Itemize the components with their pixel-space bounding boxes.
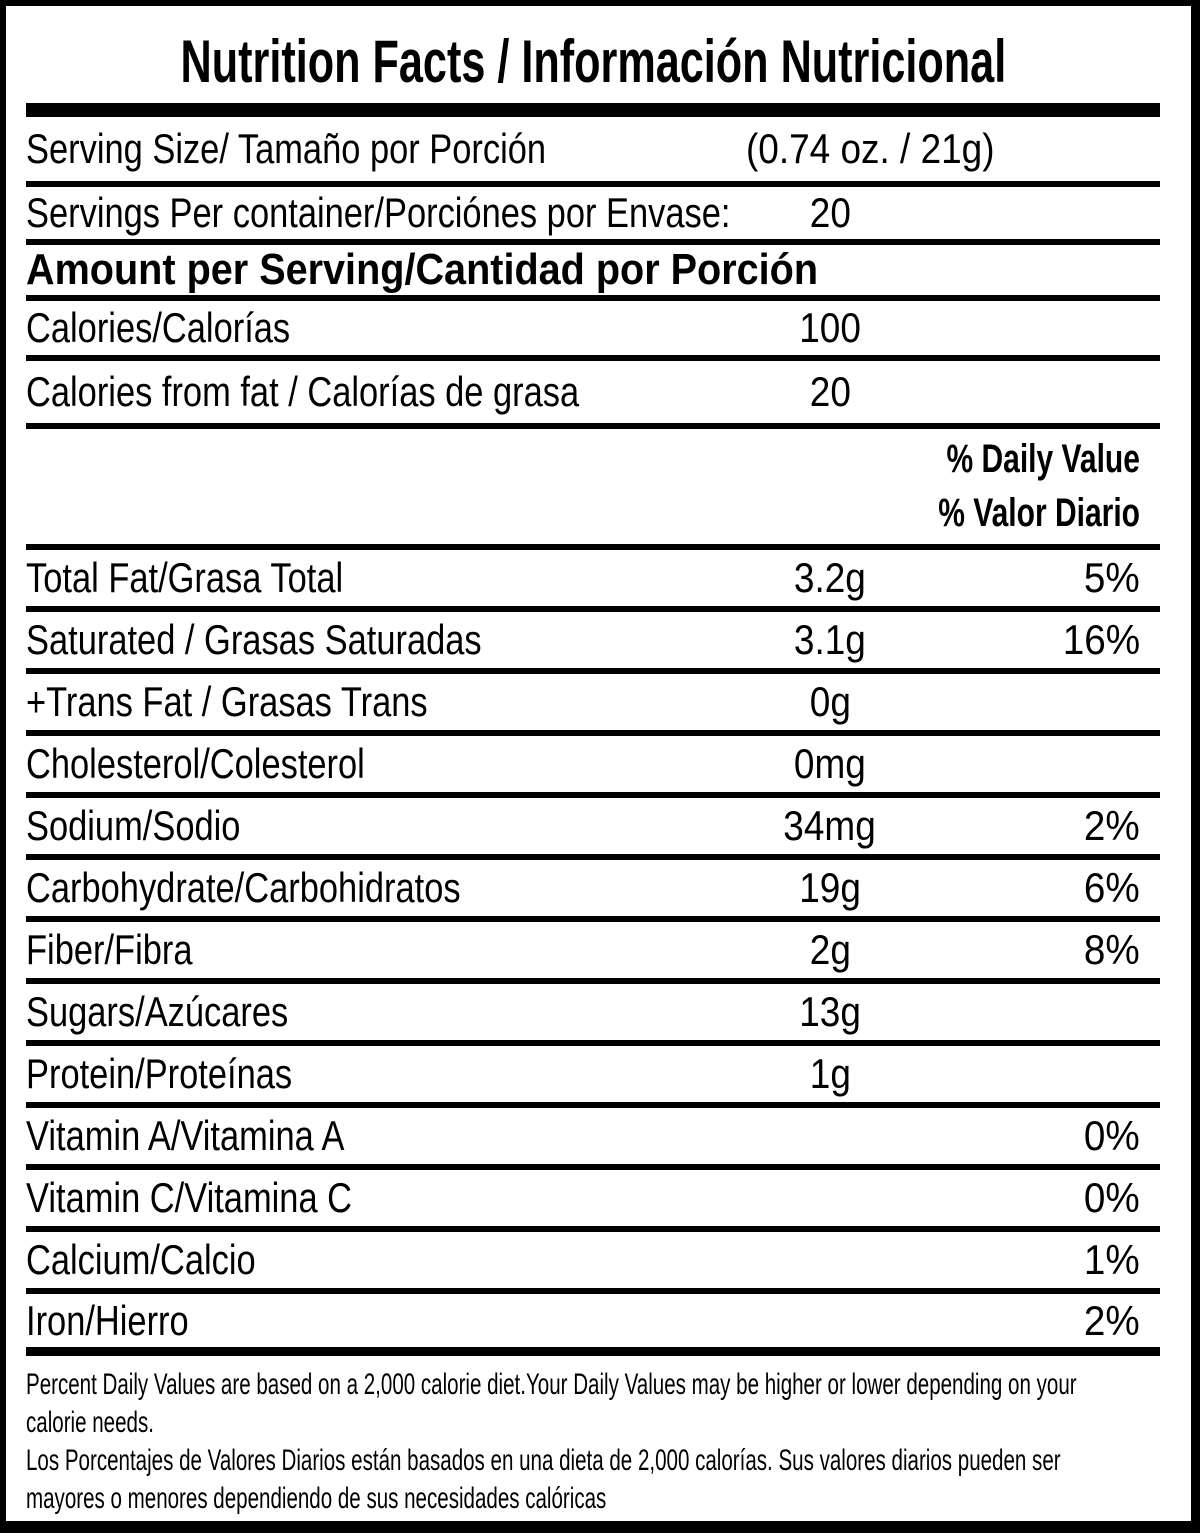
nutrient-amount: 0mg	[794, 740, 866, 787]
serving-size-label-cell: Serving Size/ Tamaño por Porción	[26, 125, 580, 173]
footnotes: Percent Daily Values are based on a 2,00…	[26, 1356, 1160, 1518]
nutrient-label: Saturated / Grasas Saturadas	[26, 616, 482, 663]
daily-value-header-es-row: % Valor Diario	[26, 486, 1160, 540]
amount-per-serving-heading: Amount per Serving/Cantidad por Porción	[26, 245, 819, 294]
nutrient-row-sugars: Sugars/Azúcares 13g	[26, 984, 1160, 1046]
daily-value-header-en: % Daily Value	[946, 436, 1140, 481]
nutrient-daily-value: 2%	[1084, 1296, 1140, 1344]
footnote-english: Percent Daily Values are based on a 2,00…	[26, 1368, 1077, 1439]
nutrient-row-protein: Protein/Proteínas 1g	[26, 1046, 1160, 1108]
nutrient-row-cholesterol: Cholesterol/Colesterol 0mg	[26, 736, 1160, 798]
calories-from-fat-label-cell: Calories from fat / Calorías de grasa	[26, 368, 690, 416]
nutrient-row-total-fat: Total Fat/Grasa Total 3.2g 5%	[26, 550, 1160, 612]
amount-per-serving-heading-row: Amount per Serving/Cantidad por Porción	[26, 245, 1160, 301]
daily-value-header-block: % Daily Value % Valor Diario	[26, 429, 1160, 550]
amount-per-serving-heading-cell: Amount per Serving/Cantidad por Porción	[26, 245, 1160, 295]
nutrient-amount: 3.1g	[794, 616, 866, 663]
nutrient-amount: 1g	[809, 1050, 851, 1097]
nutrient-label: Iron/Hierro	[26, 1296, 189, 1344]
nutrient-amount: 0g	[809, 678, 851, 725]
title-separator-bar	[26, 103, 1160, 117]
serving-size-value-cell: (0.74 oz. / 21g)	[580, 125, 1160, 173]
nutrient-daily-value: 6%	[1084, 864, 1140, 911]
calories-label: Calories/Calorías	[26, 304, 291, 351]
nutrient-daily-value: 1%	[1084, 1236, 1140, 1283]
nutrient-label: Protein/Proteínas	[26, 1050, 293, 1097]
serving-size-value: (0.74 oz. / 21g)	[745, 125, 995, 172]
nutrient-daily-value: 0%	[1084, 1174, 1140, 1221]
nutrient-amount: 2g	[809, 926, 851, 973]
serving-size-label: Serving Size/ Tamaño por Porción	[26, 125, 547, 172]
nutrient-amount: 3.2g	[794, 554, 866, 601]
nutrient-label: Fiber/Fibra	[26, 926, 193, 973]
calories-value-cell: 100	[690, 304, 970, 352]
calories-row: Calories/Calorías 100	[26, 301, 1160, 361]
nutrient-amount: 13g	[799, 988, 861, 1035]
calories-from-fat-label: Calories from fat / Calorías de grasa	[26, 368, 580, 415]
calories-from-fat-value-cell: 20	[690, 368, 970, 416]
nutrient-label: Sugars/Azúcares	[26, 988, 289, 1035]
servings-per-container-value-cell: 20	[690, 189, 970, 237]
nutrient-row-vitamin-a: Vitamin A/Vitamina A 0%	[26, 1108, 1160, 1170]
nutrient-row-saturated-fat: Saturated / Grasas Saturadas 3.1g 16%	[26, 612, 1160, 674]
nutrient-daily-value: 5%	[1084, 554, 1140, 601]
nutrient-daily-value: 0%	[1084, 1112, 1140, 1159]
serving-size-row: Serving Size/ Tamaño por Porción (0.74 o…	[26, 117, 1160, 187]
nutrient-daily-value: 2%	[1084, 802, 1140, 849]
nutrient-row-sodium: Sodium/Sodio 34mg 2%	[26, 798, 1160, 860]
nutrient-row-vitamin-c: Vitamin C/Vitamina C 0%	[26, 1170, 1160, 1232]
nutrient-row-trans-fat: +Trans Fat / Grasas Trans 0g	[26, 674, 1160, 736]
daily-value-header-en-row: % Daily Value	[26, 432, 1160, 486]
nutrient-label: Vitamin C/Vitamina C	[26, 1174, 353, 1221]
daily-value-header-es: % Valor Diario	[938, 490, 1140, 535]
nutrient-daily-value: 16%	[1062, 616, 1140, 663]
servings-per-container-value: 20	[809, 189, 851, 236]
nutrient-label: Total Fat/Grasa Total	[26, 554, 344, 601]
label-header: Nutrition Facts / Información Nutriciona…	[26, 6, 1160, 103]
servings-per-container-label: Servings Per container/Porciónes por Env…	[26, 189, 731, 236]
servings-per-container-label-cell: Servings Per container/Porciónes por Env…	[26, 189, 730, 237]
calories-from-fat-value: 20	[809, 368, 851, 415]
calories-value: 100	[799, 304, 861, 351]
nutrient-label: Carbohydrate/Carbohidratos	[26, 864, 461, 911]
nutrient-row-iron: Iron/Hierro 2%	[26, 1294, 1160, 1356]
page-title: Nutrition Facts / Información Nutriciona…	[180, 28, 1006, 95]
nutrient-label: +Trans Fat / Grasas Trans	[26, 678, 428, 725]
nutrient-amount: 34mg	[783, 802, 877, 849]
calories-label-cell: Calories/Calorías	[26, 304, 690, 352]
nutrient-label: Cholesterol/Colesterol	[26, 740, 365, 787]
servings-per-container-row: Servings Per container/Porciónes por Env…	[26, 187, 1160, 245]
nutrient-daily-value: 8%	[1084, 926, 1140, 973]
calories-from-fat-row: Calories from fat / Calorías de grasa 20	[26, 361, 1160, 429]
nutrient-label: Sodium/Sodio	[26, 802, 241, 849]
nutrient-label: Vitamin A/Vitamina A	[26, 1112, 345, 1159]
nutrient-row-fiber: Fiber/Fibra 2g 8%	[26, 922, 1160, 984]
nutrient-row-carbohydrate: Carbohydrate/Carbohidratos 19g 6%	[26, 860, 1160, 922]
nutrient-label: Calcium/Calcio	[26, 1236, 256, 1283]
nutrient-row-calcium: Calcium/Calcio 1%	[26, 1232, 1160, 1294]
nutrient-amount: 19g	[799, 864, 861, 911]
footnote-spanish: Los Porcentajes de Valores Diarios están…	[26, 1444, 1061, 1515]
